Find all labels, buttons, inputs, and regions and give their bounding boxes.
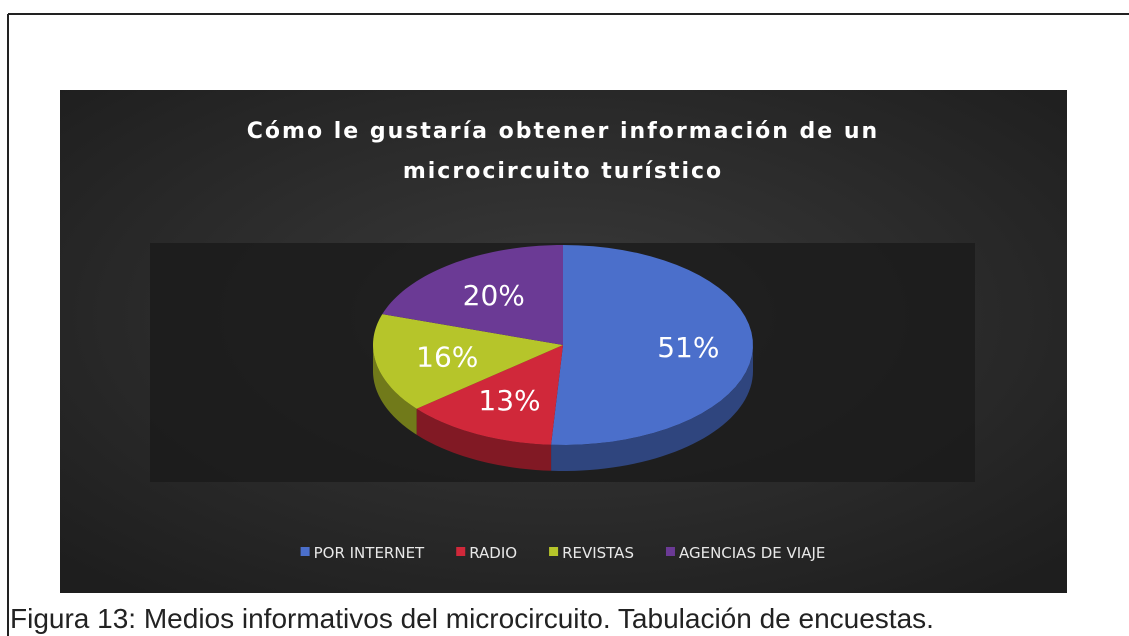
chart-title: microcircuito turístico xyxy=(403,159,723,184)
legend-label: REVISTAS xyxy=(562,544,634,562)
legend: POR INTERNET RADIO REVISTAS AGENCIAS DE VIA… xyxy=(300,544,825,562)
legend-swatch xyxy=(456,547,466,556)
pie-wall xyxy=(551,345,753,471)
pie: 51% 13%16% 20% xyxy=(373,245,753,471)
legend-swatch xyxy=(549,547,559,556)
legend-label: POR INTERNET xyxy=(314,544,425,562)
data-label: 20% xyxy=(463,279,525,312)
legend-swatch xyxy=(665,547,675,556)
caption: Figura 13: Medios informativos del micro… xyxy=(10,603,934,634)
legend-label: RADIO xyxy=(469,544,517,562)
pie-slice xyxy=(382,245,563,345)
data-label: 13% xyxy=(478,384,540,417)
pie-slice xyxy=(551,245,753,445)
pie-wall xyxy=(373,345,417,435)
legend-label: AGENCIAS DE VIAJE xyxy=(679,544,825,562)
legend-swatch xyxy=(300,547,310,556)
chart-title: Cómo le gustaría obtener información de … xyxy=(247,119,879,144)
data-label: 51% xyxy=(657,331,719,364)
pie-wall xyxy=(416,408,552,471)
pie-slice xyxy=(373,314,563,409)
data-label: 16% xyxy=(416,341,478,374)
pie-slice xyxy=(416,345,563,445)
